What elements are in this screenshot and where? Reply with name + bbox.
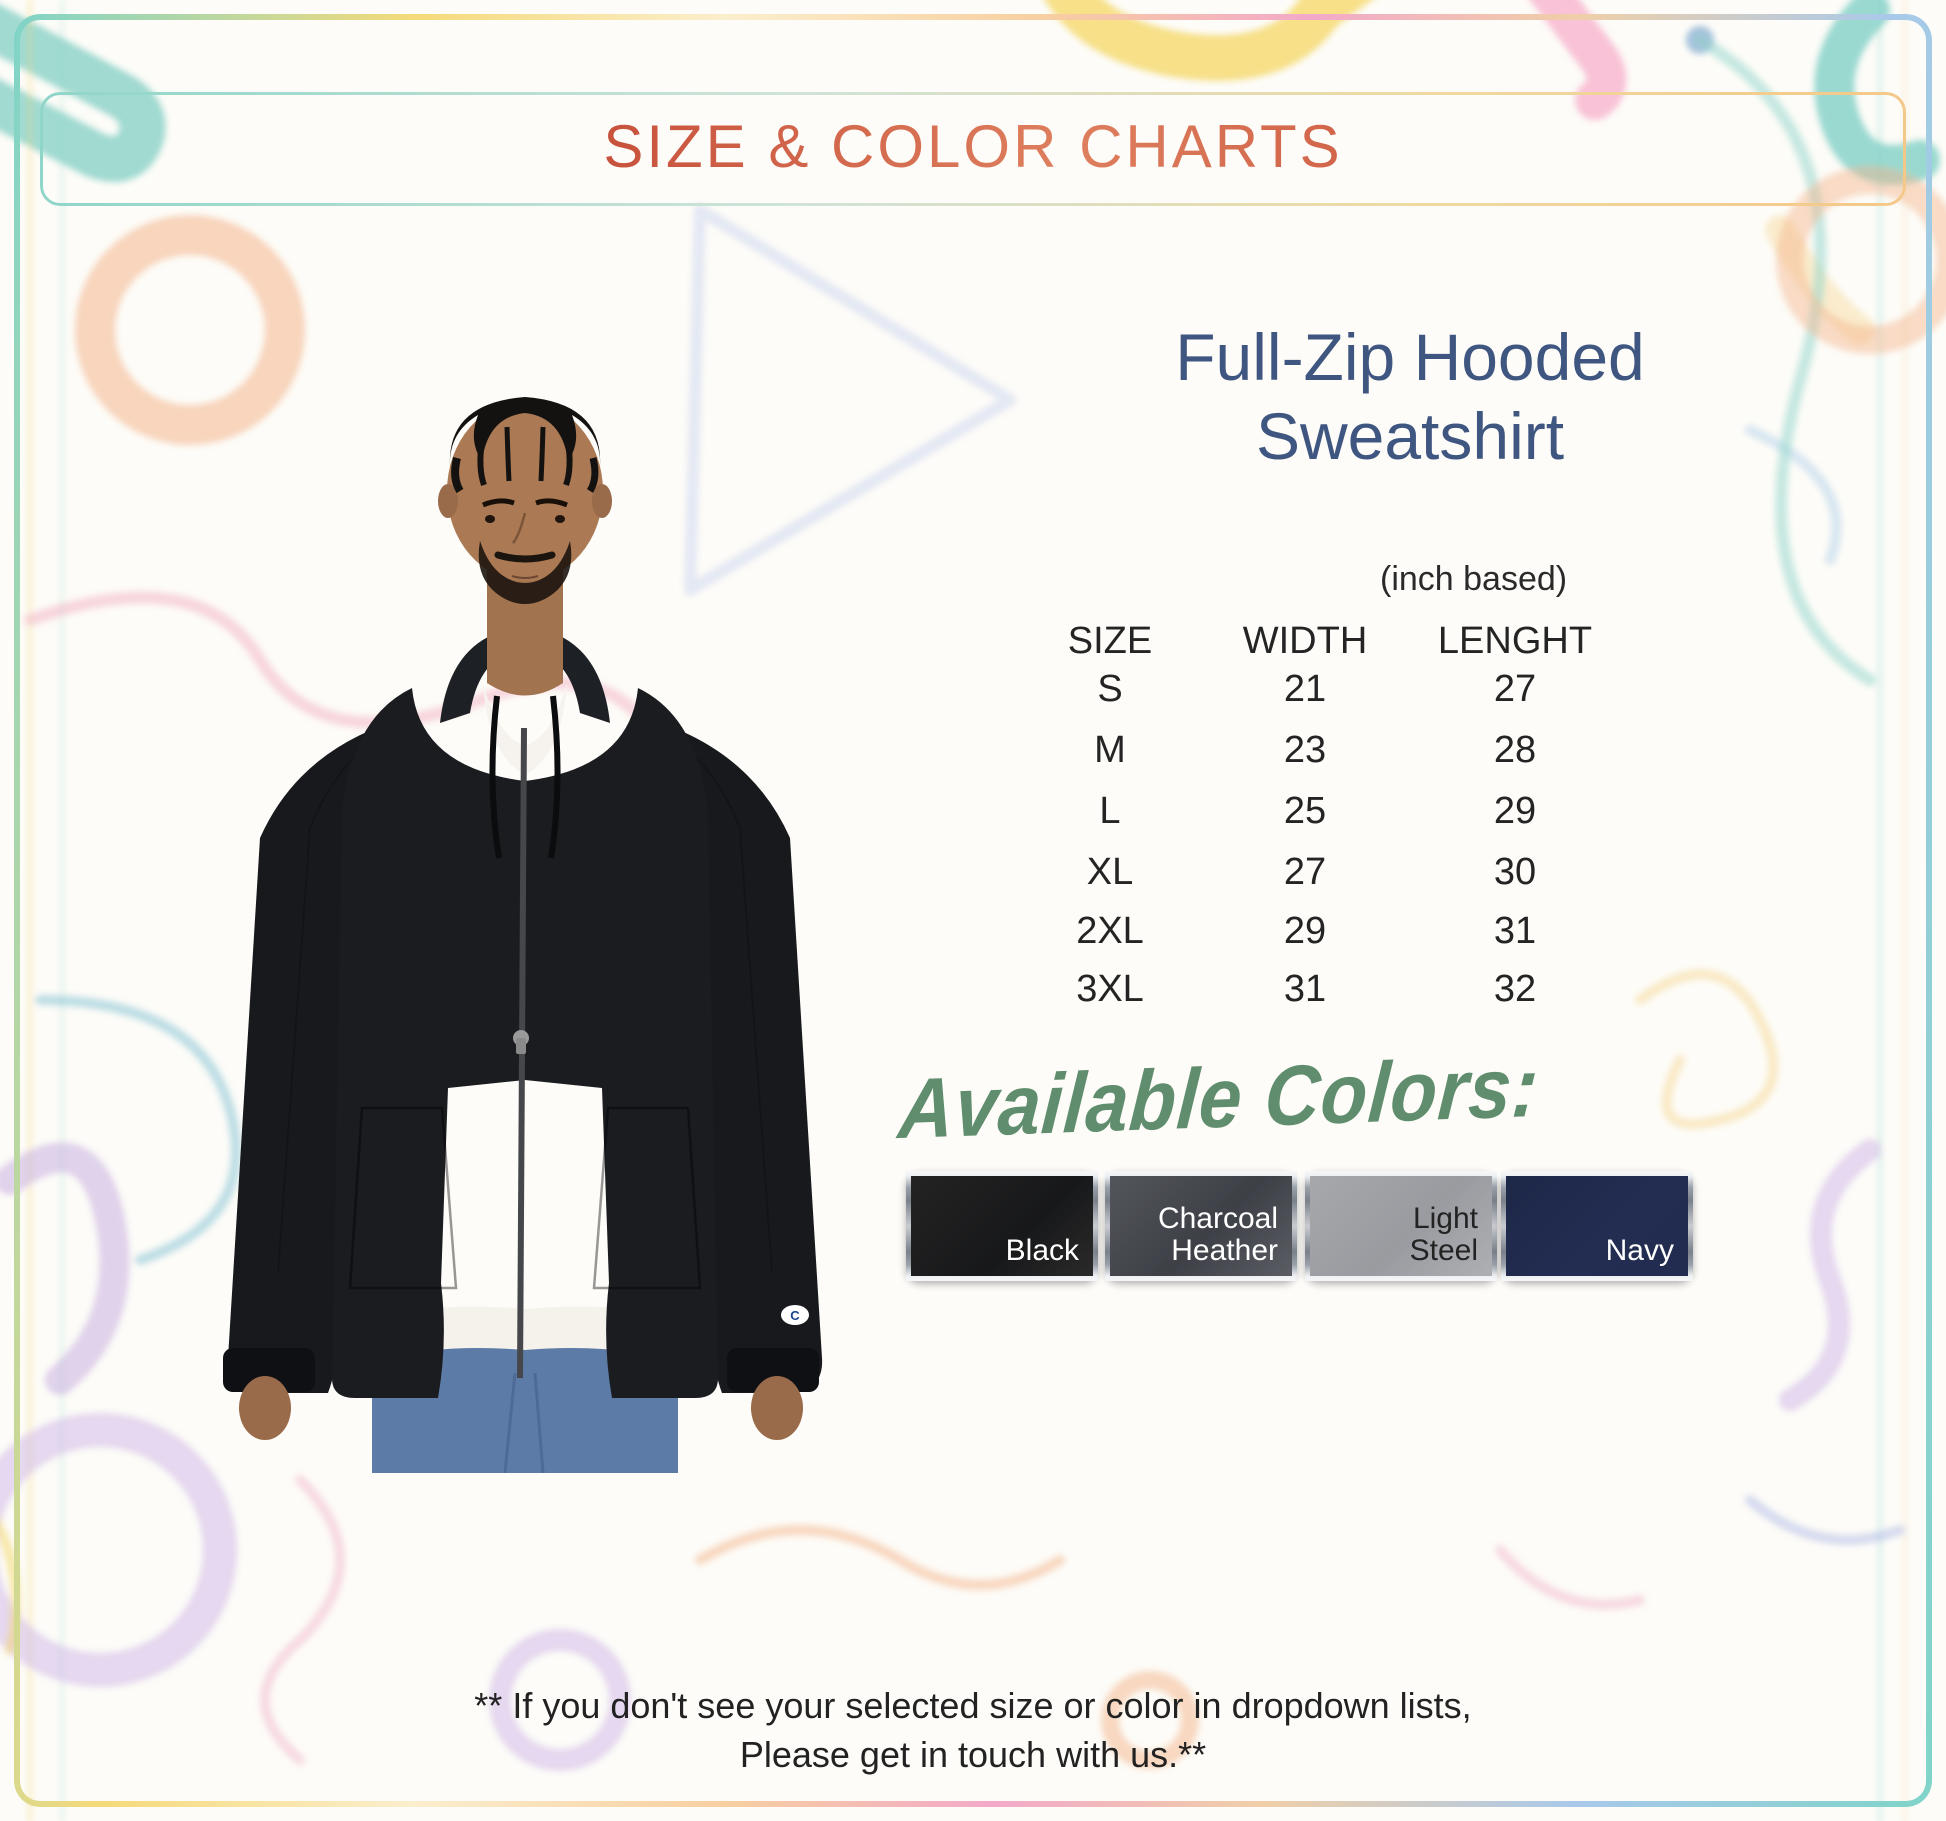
svg-text:C: C xyxy=(790,1308,800,1323)
